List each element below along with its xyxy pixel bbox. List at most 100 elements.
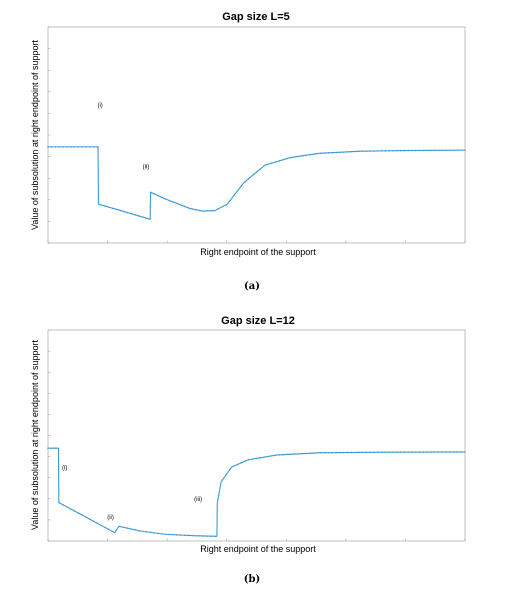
y-axis-label: Value of subsolution at right endpoint o…	[30, 340, 40, 530]
data-point	[107, 206, 110, 208]
data-point	[305, 154, 307, 157]
data-point	[384, 451, 387, 453]
data-point	[123, 210, 125, 213]
data-point	[433, 149, 436, 152]
data-point	[270, 455, 273, 457]
data-point	[134, 214, 136, 216]
data-point	[73, 146, 76, 148]
y-axis-label: Value of subsolution at right endpoint o…	[30, 40, 40, 230]
data-point	[202, 535, 205, 537]
data-point	[54, 146, 57, 148]
data-point	[138, 215, 140, 217]
data-point	[414, 149, 417, 152]
data-point	[157, 194, 159, 197]
series-line	[48, 447, 466, 537]
figure-caption: (a)	[244, 281, 260, 292]
data-point	[221, 205, 224, 208]
data-point	[380, 451, 383, 453]
data-point	[339, 451, 341, 454]
annotation-label: (i)	[62, 465, 67, 471]
data-point	[100, 204, 102, 206]
chart-panel-b: Gap size L=12 Right endpoint of the supp…	[30, 315, 466, 585]
data-point	[88, 518, 91, 520]
data-point	[240, 462, 243, 464]
data-point	[149, 531, 152, 534]
data-point	[407, 149, 409, 152]
data-point	[119, 209, 121, 212]
plot-frame	[47, 329, 466, 542]
data-point	[361, 451, 364, 454]
data-point	[259, 168, 262, 170]
data-point	[145, 217, 148, 219]
chart-title: Gap size L=5	[222, 11, 290, 23]
data-point	[312, 452, 315, 454]
data-point	[198, 535, 201, 537]
data-point	[160, 196, 163, 199]
data-point	[346, 151, 349, 153]
data-point	[373, 451, 375, 453]
annotation-label: (i)	[97, 103, 102, 109]
data-point	[210, 535, 212, 537]
data-point	[62, 504, 64, 506]
data-point	[460, 149, 462, 151]
data-point	[380, 150, 383, 152]
data-point	[342, 151, 345, 153]
data-point	[392, 149, 394, 152]
data-point	[396, 451, 398, 453]
data-point	[399, 149, 402, 152]
data-point	[377, 451, 379, 453]
data-point	[320, 152, 322, 155]
data-point	[251, 458, 254, 460]
data-point	[214, 535, 216, 538]
data-point	[350, 150, 353, 153]
data-point	[354, 150, 356, 153]
data-point	[77, 146, 80, 148]
data-point	[449, 149, 451, 151]
data-point	[119, 525, 121, 528]
data-point	[81, 146, 83, 148]
data-point	[289, 453, 292, 455]
data-point	[85, 516, 87, 518]
data-point	[418, 451, 421, 453]
data-point	[335, 451, 337, 454]
data-point	[327, 152, 330, 154]
data-point	[373, 150, 375, 152]
data-point	[323, 152, 326, 154]
data-point	[308, 154, 311, 156]
data-point	[282, 158, 284, 161]
data-point	[236, 463, 239, 466]
data-point	[293, 453, 296, 455]
data-point	[414, 451, 417, 453]
data-point	[172, 201, 174, 203]
data-point	[164, 533, 167, 536]
chart-panel-a: Gap size L=5 Right endpoint of the suppo…	[30, 11, 466, 292]
data-point	[316, 452, 318, 454]
data-point	[411, 149, 413, 152]
data-point	[305, 452, 307, 455]
data-point	[126, 527, 129, 529]
data-point	[104, 205, 106, 207]
data-point	[221, 479, 224, 481]
data-point	[388, 150, 390, 152]
data-point	[225, 203, 227, 206]
data-point	[377, 150, 379, 152]
data-point	[195, 535, 197, 537]
x-axis-label: Right endpoint of the support	[200, 544, 316, 554]
data-point	[244, 180, 246, 183]
data-point	[384, 150, 387, 152]
data-point	[331, 451, 334, 454]
data-point	[51, 447, 53, 449]
data-point	[396, 149, 398, 152]
data-point	[365, 150, 368, 152]
data-point	[320, 452, 322, 454]
data-point	[426, 149, 428, 152]
data-point	[422, 451, 425, 453]
data-point	[358, 451, 360, 454]
data-point	[327, 451, 330, 454]
data-point	[456, 451, 459, 453]
data-point	[282, 453, 284, 456]
data-point	[308, 452, 311, 455]
data-point	[263, 456, 265, 458]
data-point	[464, 451, 466, 453]
data-point	[248, 458, 250, 461]
